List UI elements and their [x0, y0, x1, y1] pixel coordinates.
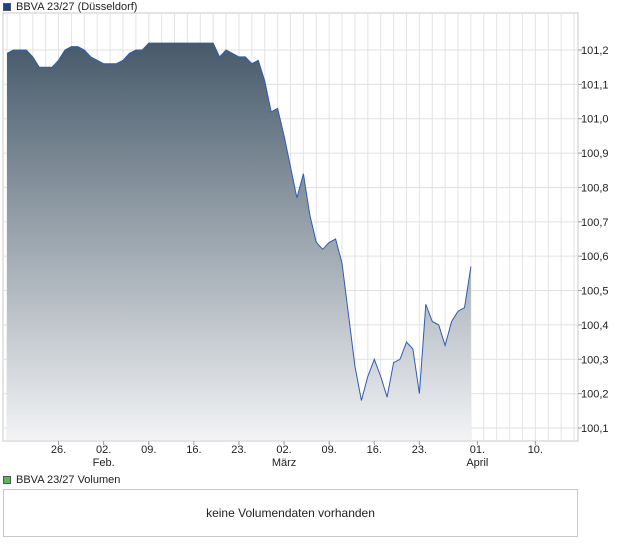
y-tick-label: 100,8: [581, 182, 609, 194]
volume-legend-label: BBVA 23/27 Volumen: [16, 474, 121, 486]
x-tick-label: 02.: [96, 444, 111, 456]
volume-legend-swatch: [3, 476, 11, 484]
y-tick-label: 100,6: [581, 251, 609, 263]
y-tick-label: 100,7: [581, 217, 609, 229]
x-month-label: Feb.: [93, 457, 115, 469]
y-tick-label: 101,1: [581, 79, 609, 91]
no-volume-message: keine Volumendaten vorhanden: [206, 506, 375, 520]
x-tick-label: 02.: [276, 444, 291, 456]
y-tick-label: 100,4: [581, 320, 609, 332]
y-tick-label: 100,9: [581, 148, 609, 160]
x-tick-label: 16.: [367, 444, 382, 456]
x-tick-label: 23.: [231, 444, 246, 456]
price-legend: BBVA 23/27 (Düsseldorf): [3, 0, 137, 14]
x-month-label: März: [272, 457, 296, 469]
x-tick-label: 23.: [412, 444, 427, 456]
x-tick-label: 01.: [470, 444, 485, 456]
x-tick-label: 26.: [51, 444, 66, 456]
y-tick-label: 100,3: [581, 354, 609, 366]
x-tick-label: 10.: [528, 444, 543, 456]
price-line: [6, 42, 472, 401]
price-area: [7, 43, 471, 440]
y-tick-label: 100,5: [581, 286, 609, 298]
price-legend-label: BBVA 23/27 (Düsseldorf): [16, 1, 138, 13]
y-tick-label: 100,1: [581, 423, 609, 435]
x-tick-label: 16.: [186, 444, 201, 456]
y-tick-label: 100,2: [581, 389, 609, 401]
y-tick-label: 101,2: [581, 45, 609, 57]
y-tick-label: 101,0: [581, 114, 609, 126]
volume-panel: keine Volumendaten vorhanden: [3, 489, 578, 537]
x-tick-label: 09.: [322, 444, 337, 456]
price-legend-swatch: [3, 3, 11, 11]
x-tick-label: 09.: [141, 444, 156, 456]
x-month-label: April: [466, 457, 488, 469]
volume-legend: BBVA 23/27 Volumen: [3, 473, 120, 487]
